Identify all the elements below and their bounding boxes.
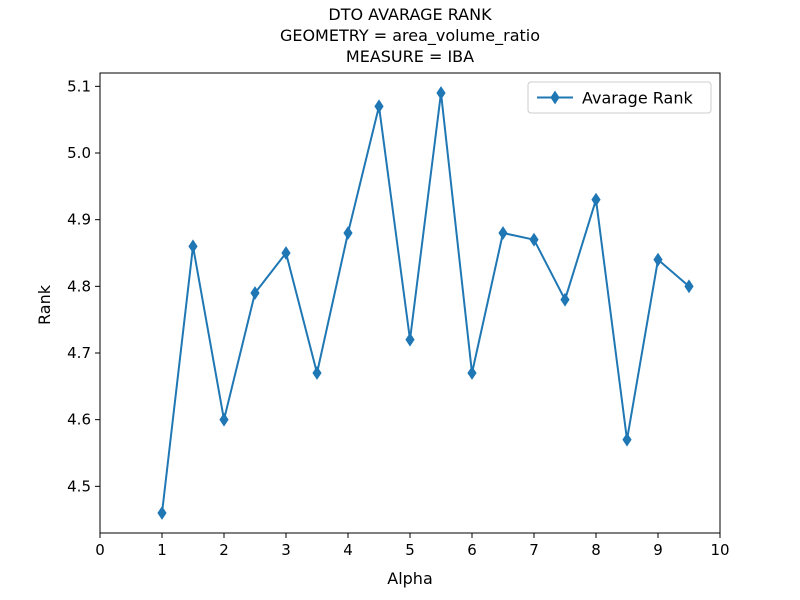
x-tick-label: 8 [591,541,601,559]
x-tick-label: 7 [529,541,539,559]
y-tick-label: 4.9 [67,211,91,229]
series-line [161,92,690,514]
data-point [219,412,229,427]
data-point [374,99,384,114]
x-axis-label: Alpha [387,569,433,588]
x-tick-label: 0 [95,541,105,559]
data-point [281,246,291,260]
x-tick-label: 6 [467,541,477,559]
x-axis-ticks: 0 1 2 3 4 5 6 7 8 9 10 [95,533,730,559]
data-point [498,226,508,240]
chart-title-line-3: MEASURE = IBA [346,47,474,66]
y-axis-label: Rank [35,284,54,325]
y-tick-label: 4.6 [67,411,91,429]
data-point [343,226,353,240]
x-tick-label: 5 [405,541,415,559]
data-point [560,292,570,307]
plot-area [99,72,721,534]
x-tick-label: 4 [343,541,353,559]
data-point [405,332,415,347]
y-tick-label: 4.7 [67,344,91,362]
y-tick-label: 4.8 [67,277,91,295]
series-layer [157,86,694,520]
data-point [157,506,167,520]
data-point [653,252,663,267]
x-tick-label: 1 [157,541,167,559]
legend-marker-swatch [550,90,560,105]
data-point [188,239,198,254]
data-point [436,86,446,100]
data-point [529,232,539,247]
data-point [591,192,601,207]
legend: Avarage Rank [527,81,712,114]
y-axis-ticks: 4.5 4.6 4.7 4.8 4.9 5.0 5.1 [67,77,100,495]
data-point [312,366,322,380]
plot-frame [99,72,721,534]
legend-entry-label: Avarage Rank [582,89,693,108]
data-point [684,279,694,294]
x-tick-label: 9 [653,541,663,559]
x-tick-label: 10 [710,541,729,559]
data-point [250,286,260,300]
y-tick-label: 5.0 [67,144,91,162]
y-tick-label: 4.5 [67,477,91,495]
chart-title: DTO AVARAGE RANK GEOMETRY = area_volume_… [280,5,540,66]
data-point [467,366,477,380]
data-point [622,432,632,447]
chart-title-line-2: GEOMETRY = area_volume_ratio [280,26,540,46]
x-tick-label: 3 [281,541,291,559]
y-tick-label: 5.1 [67,77,91,95]
legend-box [527,81,712,114]
chart-title-line-1: DTO AVARAGE RANK [328,5,492,24]
x-tick-label: 2 [219,541,229,559]
